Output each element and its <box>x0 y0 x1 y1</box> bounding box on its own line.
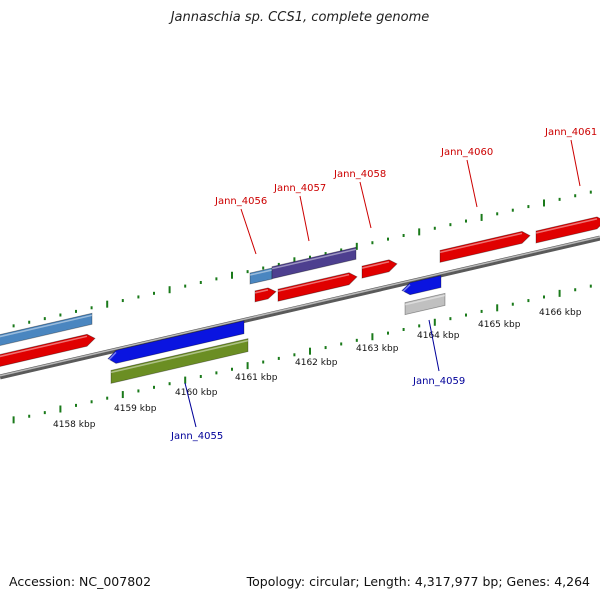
gene-block-jann4055 <box>107 320 245 364</box>
gene-block-jann4057-b-highlight <box>277 273 350 292</box>
scale-labels: 4158 kbp 4159 kbp 4160 kbp 4161 kbp 4162 kbp… <box>53 308 582 430</box>
scale-label: 4162 kbp <box>295 358 338 368</box>
gene-block-jann4057-a <box>271 246 357 280</box>
gene-block-jann4060-highlight <box>439 232 523 254</box>
gene-label-leader <box>299 195 310 242</box>
gene-block-jann4060 <box>439 230 531 263</box>
gene-label-leader <box>570 139 581 187</box>
gene-label[interactable]: Jann_4057 <box>273 183 326 194</box>
map-title: Jannaschia sp. CCS1, complete genome <box>170 10 430 25</box>
gene-block-left-red <box>0 333 96 367</box>
gene-block-jann4055-olive <box>110 338 249 384</box>
scale-label: 4166 kbp <box>539 308 582 318</box>
gene-block-jann4059-highlight <box>401 284 411 294</box>
gene-block-jann4059-gray <box>404 292 446 316</box>
gene-track <box>0 216 600 384</box>
scale-label: 4160 kbp <box>175 388 218 398</box>
gene-label[interactable]: Jann_4061 <box>544 127 597 138</box>
scale-label: 4159 kbp <box>114 404 157 414</box>
gene-block-jann4059 <box>401 274 442 296</box>
gene-block-jann4056-b <box>254 287 277 303</box>
gene-block-jann4061 <box>535 216 600 244</box>
genome-backbone <box>0 235 600 380</box>
gene-block-jann4057-b <box>277 272 358 302</box>
genome-info-text: Topology: circular; Length: 4,317,977 bp… <box>246 574 590 589</box>
gene-block-left-steelblue-highlight <box>0 314 93 338</box>
gene-block-jann4056-a <box>249 267 273 285</box>
gene-block-jann4058 <box>361 259 398 279</box>
scale-label: 4158 kbp <box>53 420 96 430</box>
gene-block-jann4058-highlight <box>361 261 390 269</box>
gene-block-left-steelblue <box>0 312 93 346</box>
gene-label[interactable]: Jann_4059 <box>412 376 465 387</box>
scale-label: 4164 kbp <box>417 331 460 341</box>
accession-text: Accession: NC_007802 <box>9 574 152 589</box>
gene-label-leader <box>184 382 197 428</box>
gene-label-leader <box>359 181 372 229</box>
gene-labels: Jann_4055 Jann_4056 Jann_4057 Jann_4058 Jann… <box>170 127 597 442</box>
gene-block-jann4055-olive-highlight <box>110 339 249 374</box>
gene-block-left-red-highlight <box>0 335 88 358</box>
gene-label[interactable]: Jann_4058 <box>333 169 386 180</box>
gene-block-jann4056-b-highlight <box>254 289 269 294</box>
gene-label[interactable]: Jann_4060 <box>440 147 493 158</box>
gene-label-leader <box>428 319 440 372</box>
scale-label: 4161 kbp <box>235 373 278 383</box>
gene-label-leader <box>240 208 257 255</box>
gene-block-jann4057-a-highlight <box>271 248 357 270</box>
reverse-tick-track <box>12 284 592 424</box>
gene-label[interactable]: Jann_4056 <box>214 196 267 207</box>
gene-block-jann4056-a-highlight <box>249 269 273 276</box>
scale-label: 4165 kbp <box>478 320 521 330</box>
forward-tick-track <box>12 190 592 328</box>
gene-block-jann4059-gray-highlight <box>404 294 446 306</box>
gene-block-jann4061-highlight <box>535 218 598 234</box>
gene-label[interactable]: Jann_4055 <box>170 431 223 442</box>
scale-label: 4163 kbp <box>356 344 399 354</box>
gene-label-leader <box>466 159 478 208</box>
gene-block-jann4055-highlight <box>107 351 117 362</box>
